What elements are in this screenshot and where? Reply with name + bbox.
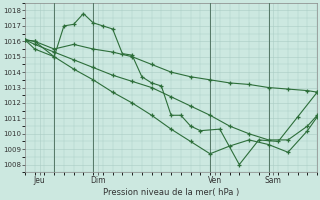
X-axis label: Pression niveau de la mer( hPa ): Pression niveau de la mer( hPa ) bbox=[103, 188, 239, 197]
